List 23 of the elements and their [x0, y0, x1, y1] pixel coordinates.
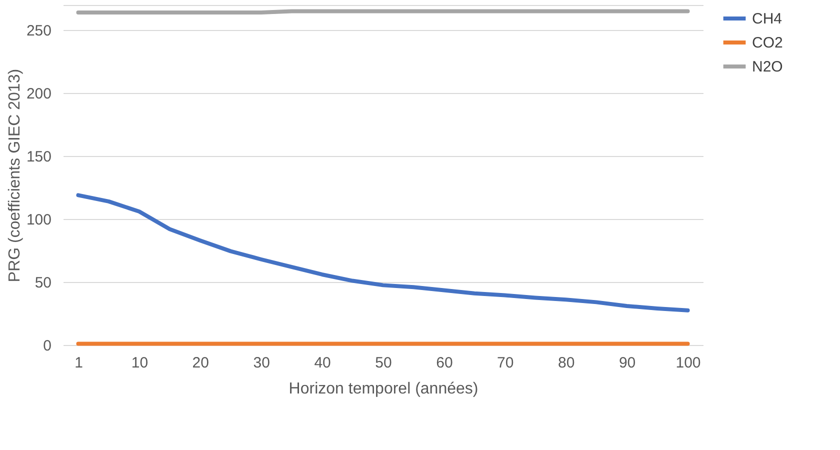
x-axis-title: Horizon temporel (années)	[288, 380, 478, 398]
x-tick-label: 20	[192, 354, 209, 372]
x-tick-label: 70	[497, 354, 514, 372]
legend-label: N2O	[752, 58, 783, 76]
x-tick-label: 10	[131, 354, 148, 372]
x-tick-label: 40	[314, 354, 331, 372]
y-tick-label: 250	[26, 22, 52, 40]
x-tick-label: 1	[74, 354, 83, 372]
x-tick-label: 50	[375, 354, 392, 372]
y-tick-label: 200	[26, 86, 52, 103]
y-tick-label: 100	[26, 212, 52, 229]
x-tick-label: 30	[253, 354, 270, 372]
line-series	[76, 193, 690, 312]
y-tick-label: 50	[34, 274, 52, 292]
y-tick-label: 150	[26, 148, 52, 166]
y-axis-title: PRG (coefficients GIEC 2013)	[6, 68, 24, 282]
x-tick-label: 90	[618, 354, 636, 372]
y-tick-label: 0	[43, 338, 52, 354]
x-tick-label: 100	[676, 354, 701, 372]
legend-label: CO2	[752, 34, 783, 52]
x-tick-label: 80	[558, 354, 575, 372]
legend-label: CH4	[752, 10, 782, 28]
x-tick-label: 60	[436, 354, 453, 372]
